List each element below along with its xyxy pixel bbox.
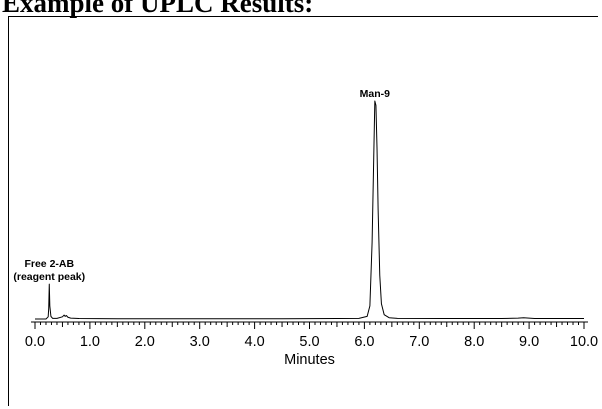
x-tick-label: 8.0 <box>464 334 484 350</box>
x-tick-label: 3.0 <box>190 334 210 350</box>
page-heading: Example of UPLC Results: <box>2 0 314 18</box>
man9-peak-label: Man-9 <box>360 88 390 100</box>
chromatogram-chart: 0.0 1.0 2.0 3.0 4.0 5.0 6.0 7.0 8.0 9.0 10.0 Minute… <box>13 88 598 368</box>
x-tick-label: 0.0 <box>25 334 45 350</box>
x-tick-label: 7.0 <box>409 334 429 350</box>
reagent-peak-label: Free 2-AB(reagent peak) <box>13 258 85 283</box>
chart-frame: 0.0 1.0 2.0 3.0 4.0 5.0 6.0 7.0 8.0 9.0 10.0 Minute… <box>8 16 598 406</box>
x-tick-label: 4.0 <box>245 334 265 350</box>
peak-label-line: (reagent peak) <box>13 271 85 283</box>
x-tick-label: 2.0 <box>135 334 155 350</box>
x-axis: 0.0 1.0 2.0 3.0 4.0 5.0 6.0 7.0 8.0 9.0 10.0 Minute… <box>25 321 598 368</box>
x-tick-label: 10.0 <box>570 334 598 350</box>
x-axis-title: Minutes <box>284 352 335 368</box>
chromatogram-trace <box>35 100 584 320</box>
label-layer: Free 2-AB(reagent peak) Man-9 <box>13 88 390 283</box>
x-tick-label: 9.0 <box>519 334 539 350</box>
x-tick-label: 6.0 <box>354 334 374 350</box>
trace-layer <box>35 100 584 320</box>
x-tick-label: 5.0 <box>299 334 319 350</box>
x-tick-label: 1.0 <box>80 334 100 350</box>
peak-label-line: Free 2-AB <box>24 258 74 270</box>
peak-label-line: Man-9 <box>360 88 390 100</box>
